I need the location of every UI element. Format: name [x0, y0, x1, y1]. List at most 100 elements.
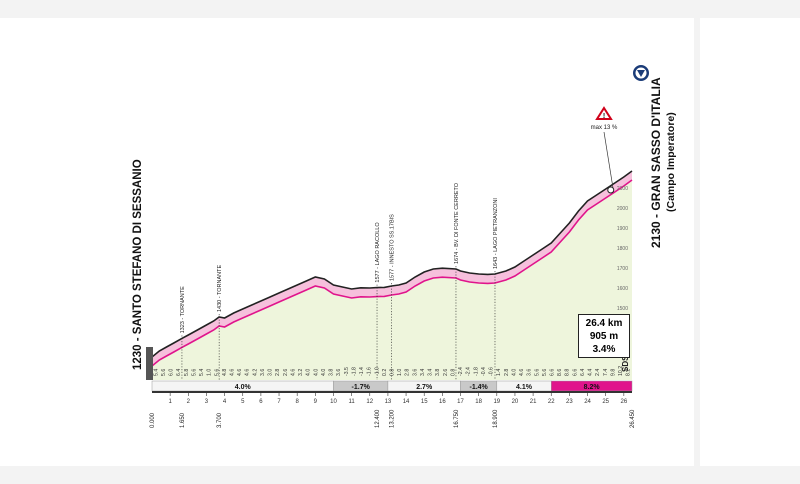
left-margin-panel: [0, 18, 100, 466]
gradient-label: 7.4: [603, 369, 609, 376]
x-tick-label: 5: [241, 399, 245, 405]
gradient-label: 0.8: [450, 369, 456, 376]
waypoint-label: 1323 - TORNANTE: [180, 286, 186, 334]
start-label: 1230 - SANTO STEFANO DI SESSANIO: [132, 159, 144, 370]
finish-label: 2130 - GRAN SASSO D'ITALIA: [649, 77, 663, 248]
x-tick-label: 11: [349, 399, 356, 405]
km-marker-label: 3.700: [217, 412, 223, 428]
warning-triangle-icon: !: [595, 106, 613, 120]
km-marker-label: 18.900: [493, 409, 499, 428]
km-marker-label: 13.200: [390, 409, 396, 428]
waypoint-label: 1577 - INNESTO SS.17BIS: [390, 214, 396, 281]
summary-average: 3.4%: [592, 344, 616, 355]
gradient-label: 3.6: [260, 369, 266, 376]
x-tick-label: 4: [223, 399, 227, 405]
gradient-label: 3.2: [298, 369, 304, 376]
x-tick-label: 21: [530, 399, 537, 405]
gradient-label: 5.6: [534, 369, 540, 376]
gradient-label: 2.4: [595, 369, 601, 376]
gradient-label: -1.8: [351, 367, 357, 376]
gradient-label: 2.8: [405, 369, 411, 376]
gradient-label: 6.4: [176, 369, 182, 376]
waypoint-label: 1430 - TORNANTE: [217, 264, 223, 312]
gradient-label: 0.2: [382, 369, 388, 376]
gradient-label: 2.8: [504, 369, 510, 376]
y-tick-label: 2000: [617, 206, 628, 212]
gradient-label: 5.6: [161, 369, 167, 376]
km-marker-label: 16.750: [454, 409, 460, 428]
gradient-label: 4.0: [306, 369, 312, 376]
max-gradient-label: max 13 %: [591, 125, 618, 131]
y-tick-label: 1900: [617, 226, 628, 232]
gradient-label: 2.8: [275, 369, 281, 376]
gradient-label: -1.6: [367, 367, 373, 376]
gradient-label: 3.8: [435, 369, 441, 376]
km-marker-label: 12.400: [375, 409, 381, 428]
gradient-label: 5.8: [184, 369, 190, 376]
gradient-label: 8.8: [565, 369, 571, 376]
km-marker-label: 0.000: [150, 412, 156, 428]
x-tick-label: 16: [439, 399, 446, 405]
gradient-label: 5.4: [199, 369, 205, 376]
km-marker-label: 26.450: [630, 409, 636, 428]
x-tick-label: 18: [475, 399, 482, 405]
gradient-label: 4.6: [290, 369, 296, 376]
gradient-label: 2.6: [443, 369, 449, 376]
y-tick-label: 1700: [617, 266, 628, 272]
y-tick-label: 1800: [617, 246, 628, 252]
gradient-label: -2.4: [466, 367, 472, 376]
gradient-label: -0.4: [481, 367, 487, 376]
gradient-label: 6.4: [580, 369, 586, 376]
finish-sublabel: (Campo Imperatore): [665, 112, 677, 212]
x-tick-label: 25: [602, 399, 609, 405]
gradient-label: -3.5: [344, 367, 350, 376]
gradient-label: 4.6: [230, 369, 236, 376]
gradient-segment-label: 4.0%: [235, 384, 252, 391]
finish-icon: [633, 65, 649, 81]
profile-top-line: [151, 170, 633, 358]
km-marker-label: 1.650: [180, 412, 186, 428]
gradient-label: 3.6: [527, 369, 533, 376]
x-tick-label: 7: [277, 399, 281, 405]
x-axis-line: [152, 391, 632, 393]
summary-gain: 905 m: [589, 331, 619, 342]
x-tick-label: 26: [620, 399, 627, 405]
gradient-segment-label: 8.2%: [584, 384, 601, 391]
gradient-label: 1.0: [207, 369, 213, 376]
x-tick-label: 14: [403, 399, 410, 405]
x-tick-label: 23: [566, 399, 573, 405]
gradient-label: -0.6: [489, 367, 495, 376]
y-tick-label: 2100: [617, 186, 628, 192]
x-tick-label: 19: [493, 399, 500, 405]
finish-marker: [607, 186, 615, 194]
gradient-label: -1.0: [374, 367, 380, 376]
gradient-label: 2.6: [283, 369, 289, 376]
gradient-label: 3.4: [428, 369, 434, 376]
x-tick-label: 12: [366, 399, 373, 405]
waypoint-label: 1674 - BV. DI FONTE CERRETO: [454, 182, 460, 264]
gradient-label: 8.6: [557, 369, 563, 376]
sds-logo-text: SDS: [621, 355, 630, 372]
gradient-label: 3.6: [336, 369, 342, 376]
gradient-label: -1.4: [359, 367, 365, 376]
gradient-label: 8.2: [626, 369, 632, 376]
x-tick-label: 20: [512, 399, 519, 405]
gradient-label: 4.6: [237, 369, 243, 376]
km-markers: 0.000 1.650 3.700 12.400 13.200 16.750 18.900 2…: [150, 409, 636, 428]
x-tick-label: 10: [330, 399, 337, 405]
x-tick-label: 3: [205, 399, 209, 405]
svg-text:!: !: [603, 113, 605, 120]
x-tick-label: 24: [584, 399, 591, 405]
x-tick-label: 17: [457, 399, 464, 405]
gradient-label: -1.8: [473, 367, 479, 376]
gradient-segment-label: -1.4%: [470, 384, 489, 391]
y-tick-label: 1500: [617, 306, 628, 312]
profile-fill: [152, 176, 632, 380]
profile-area: [151, 170, 633, 380]
y-tick-label: 1600: [617, 286, 628, 292]
gradient-label: 6.0: [169, 369, 175, 376]
gradient-label: 4.8: [222, 369, 228, 376]
x-tick-label: 13: [385, 399, 392, 405]
gradient-label: 6.6: [550, 369, 556, 376]
